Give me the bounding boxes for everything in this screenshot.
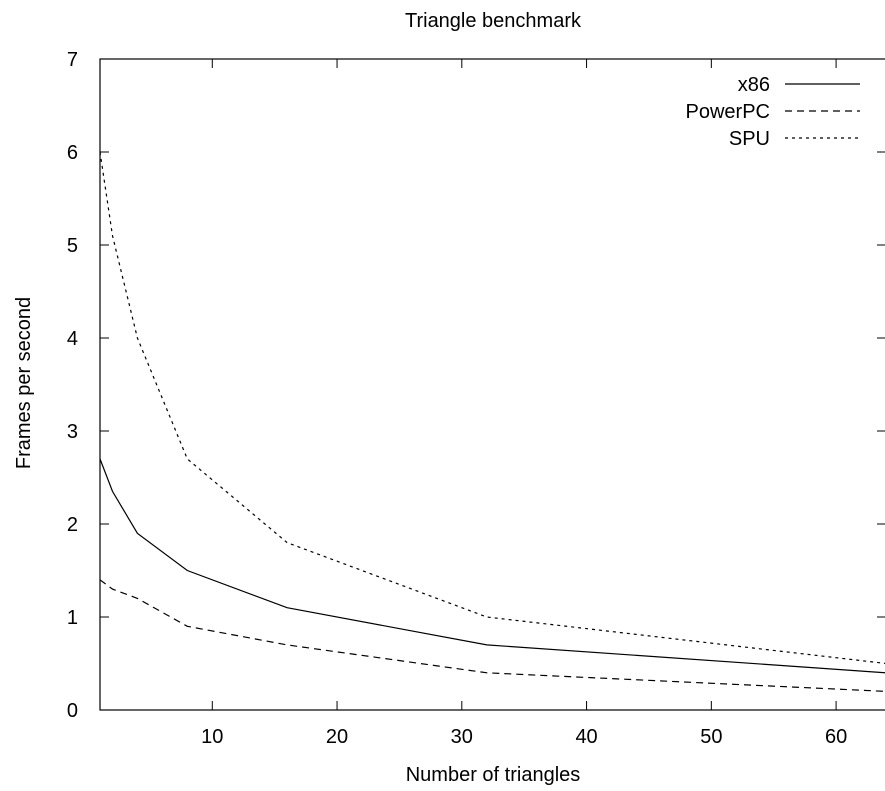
y-tick-label: 4 xyxy=(67,328,78,350)
legend: x86 PowerPC SPU xyxy=(686,74,860,150)
y-tick-label: 6 xyxy=(67,142,78,164)
series-line-spu xyxy=(99,151,885,664)
x-axis-label: Number of triangles xyxy=(406,764,581,786)
y-tick-label: 3 xyxy=(67,421,78,443)
ticks-layer: 0 1 2 3 4 5 6 7 10 20 30 40 50 60 xyxy=(67,49,885,748)
x-tick-label: 30 xyxy=(451,726,473,748)
x-tick-label: 20 xyxy=(326,726,348,748)
chart-title: Triangle benchmark xyxy=(405,10,582,32)
y-tick-label: 7 xyxy=(67,49,78,71)
legend-label-spu: SPU xyxy=(729,128,770,150)
y-tick-label: 1 xyxy=(67,607,78,629)
series-line-x86 xyxy=(99,458,885,674)
y-tick-label: 5 xyxy=(67,235,78,257)
y-axis-label: Frames per second xyxy=(13,297,35,469)
plot-frame xyxy=(99,58,885,711)
x-tick-label: 10 xyxy=(201,726,223,748)
series-line-powerpc xyxy=(99,579,885,692)
legend-label-powerpc: PowerPC xyxy=(686,101,770,123)
x-tick-label: 50 xyxy=(700,726,722,748)
y-tick-label: 2 xyxy=(67,514,78,536)
series-layer xyxy=(99,151,885,692)
x-tick-label: 60 xyxy=(825,726,847,748)
x-tick-label: 40 xyxy=(575,726,597,748)
y-tick-label: 0 xyxy=(67,700,78,722)
legend-label-x86: x86 xyxy=(738,74,770,96)
